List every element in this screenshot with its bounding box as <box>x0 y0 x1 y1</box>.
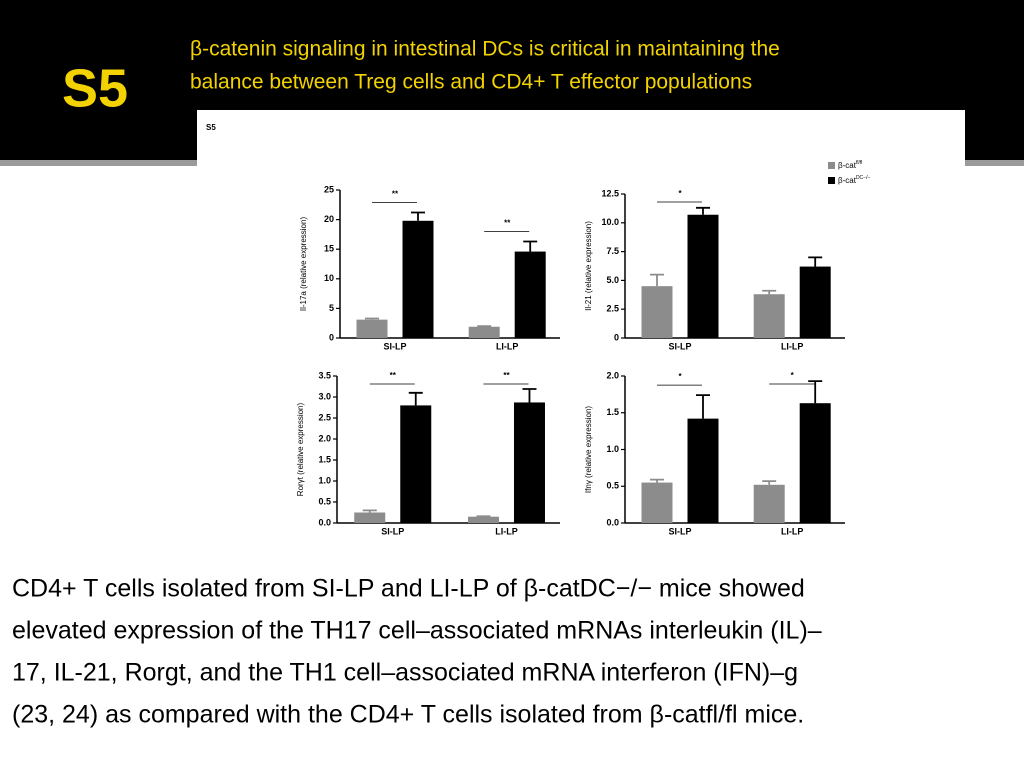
body-text: 17, IL-21, Rorgt, and the TH1 cell–assoc… <box>12 659 798 687</box>
error-bar <box>408 391 423 406</box>
y-axis-label: Rorγt (relative expression) <box>296 402 305 496</box>
body-text: elevated expression of the TH17 cell–ass… <box>12 617 822 645</box>
x-tick-label: SI-LP <box>383 341 406 351</box>
y-tick-label: 5.0 <box>606 275 619 285</box>
legend-name: β-cat <box>838 176 857 185</box>
figure-label: S5 <box>206 123 216 132</box>
error-bar <box>650 273 664 287</box>
y-tick-label: 15 <box>324 244 334 254</box>
y-tick-label: 0 <box>614 332 619 342</box>
bar <box>641 286 673 338</box>
body-text: (23, 24) as compared with the CD4+ T cel… <box>12 701 804 729</box>
legend-entry: β-catDC−/− <box>838 175 870 185</box>
legend-sup: DC−/− <box>856 175 871 181</box>
bar <box>799 266 831 338</box>
bar <box>356 319 388 338</box>
error-bar <box>362 509 377 513</box>
y-tick-label: 0.5 <box>318 496 331 506</box>
bar <box>687 418 719 523</box>
y-tick-label: 1.0 <box>318 475 331 485</box>
error-bar <box>696 206 710 215</box>
body-text: CD4+ T cells isolated from SI-LP and LI-… <box>12 575 805 603</box>
error-bar <box>808 256 823 267</box>
y-tick-label: 20 <box>324 214 334 224</box>
bar <box>753 294 785 338</box>
error-bar <box>522 388 537 403</box>
error-bar <box>477 325 492 328</box>
bar <box>513 402 545 523</box>
y-tick-label: 1.0 <box>606 444 619 454</box>
bar <box>467 516 499 523</box>
bar <box>687 214 719 338</box>
y-tick-label: 2.5 <box>318 412 331 422</box>
y-tick-label: 7.5 <box>606 246 619 256</box>
legend-swatch <box>828 162 835 169</box>
y-tick-label: 10.0 <box>601 217 619 227</box>
significance-label: ** <box>504 219 511 228</box>
x-tick-label: SI-LP <box>381 526 404 536</box>
error-bar <box>523 240 538 252</box>
x-tick-label: LI-LP <box>495 526 518 536</box>
y-axis-label: Il-21 (relative expression) <box>584 221 593 311</box>
bar <box>402 220 434 338</box>
legend-entry: β-catfl/fl <box>838 160 862 170</box>
y-tick-label: 0.0 <box>318 517 331 527</box>
y-tick-label: 1.5 <box>606 407 619 417</box>
significance-label: ** <box>503 371 510 380</box>
x-tick-label: LI-LP <box>496 341 519 351</box>
y-tick-label: 12.5 <box>601 188 619 198</box>
y-tick-label: 2.0 <box>318 433 331 443</box>
figure-panel <box>197 110 965 547</box>
error-bar <box>650 478 664 483</box>
slide-number: S5 <box>62 58 128 118</box>
significance-label: ** <box>390 371 397 380</box>
legend-name: β-cat <box>838 161 857 170</box>
bar <box>641 482 673 523</box>
error-bar <box>762 289 777 295</box>
error-bar <box>808 380 823 404</box>
error-bar <box>696 394 710 419</box>
legend-sup: fl/fl <box>856 160 862 166</box>
y-tick-label: 3.0 <box>318 391 331 401</box>
legend: β-catfl/fl β-catDC−/− <box>828 160 870 185</box>
significance-label: * <box>678 189 682 198</box>
significance-label: * <box>678 372 682 381</box>
error-bar <box>762 480 777 485</box>
y-tick-label: 5 <box>329 303 334 313</box>
error-bar <box>365 317 379 320</box>
x-tick-label: SI-LP <box>668 526 691 536</box>
slide-title: β-catenin signaling in intestinal DCs is… <box>190 38 780 61</box>
bar <box>753 484 785 523</box>
x-tick-label: LI-LP <box>781 341 804 351</box>
bar <box>799 403 831 523</box>
bar <box>468 326 500 338</box>
y-tick-label: 0.5 <box>606 481 619 491</box>
y-tick-label: 0 <box>329 332 334 342</box>
y-tick-label: 25 <box>324 184 334 194</box>
y-tick-label: 2.0 <box>606 370 619 380</box>
bar <box>354 512 386 523</box>
significance-label: ** <box>392 190 399 199</box>
x-tick-label: SI-LP <box>668 341 691 351</box>
y-tick-label: 3.5 <box>318 370 331 380</box>
y-tick-label: 10 <box>324 273 334 283</box>
error-bar <box>411 211 425 221</box>
bar <box>400 405 432 523</box>
y-tick-label: 1.5 <box>318 454 331 464</box>
slide-title: balance between Treg cells and CD4+ T ef… <box>190 71 752 94</box>
y-tick-label: 2.5 <box>606 304 619 314</box>
legend-swatch <box>828 177 835 184</box>
y-tick-label: 0.0 <box>606 517 619 527</box>
y-axis-label: Il-17a (relative expression) <box>299 217 308 312</box>
bar <box>514 251 546 338</box>
significance-label: * <box>791 371 795 380</box>
x-tick-label: LI-LP <box>781 526 804 536</box>
y-axis-label: Ifnγ (relative expression) <box>584 406 593 493</box>
